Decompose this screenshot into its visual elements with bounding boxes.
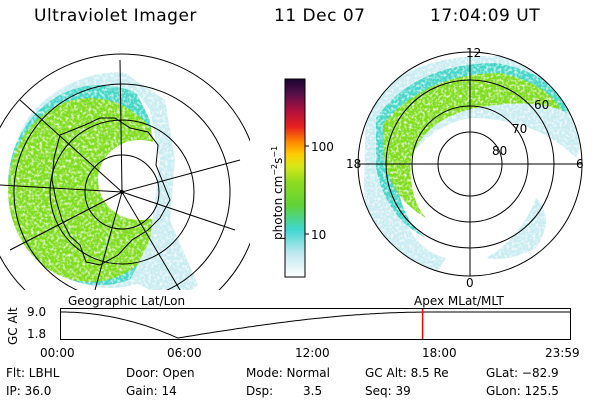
mlat-label-80: 80 [492, 144, 508, 158]
instrument-title: Ultraviolet Imager [34, 6, 197, 26]
colorbar-label: photon cm−2s−1 [270, 145, 285, 240]
timeline-xtick-0600: 06:00 [167, 346, 202, 360]
geographic-image-panel [0, 53, 250, 290]
timeline-xtick-2359: 23:59 [545, 346, 580, 360]
info-gain: Gain: 14 [126, 384, 177, 398]
info-dsp-value: 3.5 [303, 384, 323, 398]
timeline-xtick-0000: 00:00 [40, 346, 75, 360]
date-label: 11 Dec 07 [274, 6, 366, 26]
time-label: 17:04:09 UT [430, 6, 541, 26]
info-seq: Seq: 39 [365, 384, 411, 398]
color-scale-bar [284, 78, 309, 278]
mlt-label-0: 0 [466, 276, 474, 290]
mlt-label-12: 12 [466, 46, 482, 60]
mlt-label-18: 18 [346, 157, 362, 171]
orbit-timeline [60, 308, 571, 340]
coastline [51, 117, 171, 266]
timeline-ytick-max: 9.0 [27, 305, 47, 319]
mlat-label-60: 60 [534, 98, 550, 112]
apex-caption: Apex MLat/MLT [414, 294, 504, 308]
colorbar-tick-100: 100 [311, 140, 334, 154]
timeline-xtick-1800: 18:00 [422, 346, 457, 360]
info-mode: Mode: Normal [246, 366, 330, 380]
geo-grid [0, 53, 250, 290]
info-door: Door: Open [126, 366, 195, 380]
info-gc-alt: GC Alt: 8.5 Re [365, 366, 449, 380]
geo-caption: Geographic Lat/Lon [68, 294, 186, 308]
info-dsp-label: Dsp: [246, 384, 274, 398]
info-flt: Flt: LBHL [6, 366, 60, 380]
timeline-xtick-1200: 12:00 [295, 346, 330, 360]
orbit-altitude-curve [60, 311, 571, 339]
timeline-ylabel: GC Alt [6, 307, 20, 345]
mlt-label-6: 6 [576, 157, 584, 171]
mlat-label-70: 70 [512, 122, 528, 136]
info-glon: GLon: 125.5 [486, 384, 559, 398]
colorbar-tick-10: 10 [311, 228, 327, 242]
magnetic-image-panel [357, 51, 583, 277]
timeline-ytick-min: 1.8 [27, 327, 47, 341]
info-ip: IP: 36.0 [6, 384, 52, 398]
info-glat: GLat: −82.9 [486, 366, 559, 380]
magnetic-grid [357, 51, 583, 277]
